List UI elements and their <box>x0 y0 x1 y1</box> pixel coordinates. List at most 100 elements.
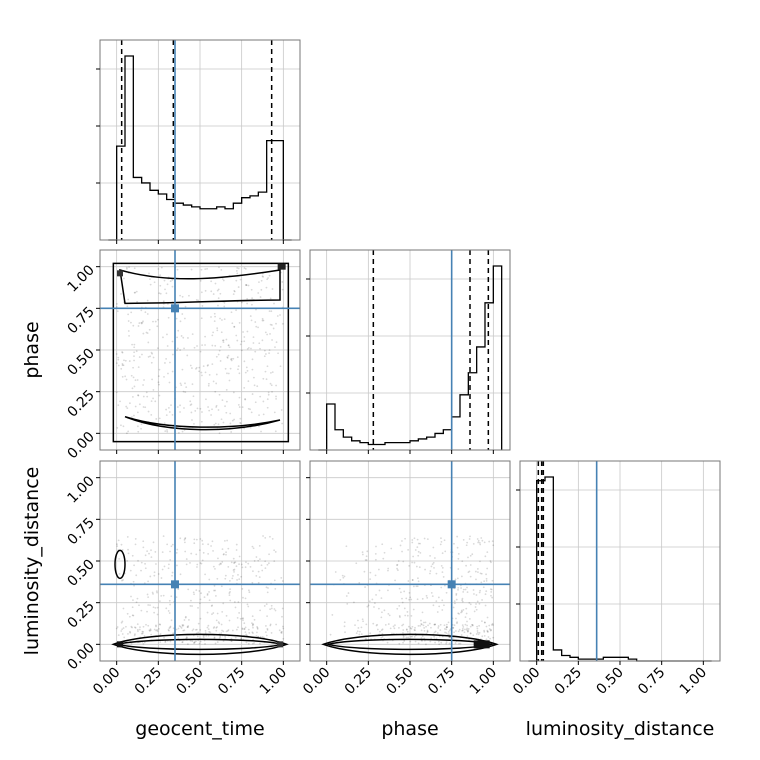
sample-point <box>429 640 432 643</box>
sample-point <box>165 607 168 610</box>
sample-point <box>479 572 482 575</box>
sample-point <box>180 384 183 387</box>
sample-point <box>374 552 377 555</box>
sample-point <box>159 623 161 626</box>
sample-point <box>376 628 379 631</box>
sample-point <box>247 407 250 410</box>
sample-point <box>485 577 488 580</box>
sample-point <box>127 313 130 316</box>
sample-point <box>401 624 403 627</box>
histogram-step <box>108 55 292 241</box>
sample-point <box>134 291 137 294</box>
sample-point <box>214 642 217 645</box>
sample-point <box>469 603 472 606</box>
sample-point <box>126 560 129 562</box>
sample-point <box>230 640 233 642</box>
sample-point <box>143 379 145 381</box>
x-tick-label: 0.50 <box>173 665 206 698</box>
sample-point <box>136 597 139 600</box>
sample-point <box>432 604 435 607</box>
sample-point <box>225 630 228 633</box>
sample-point <box>258 642 261 645</box>
sample-point <box>342 576 345 579</box>
sample-point <box>441 609 444 611</box>
sample-point <box>199 350 202 353</box>
sample-point <box>237 601 240 603</box>
sample-point <box>371 598 374 601</box>
sample-point <box>213 423 216 426</box>
sample-point <box>381 628 384 631</box>
sample-point <box>468 570 471 573</box>
sample-point <box>251 615 254 618</box>
sample-point <box>274 346 276 348</box>
sample-point <box>343 621 346 624</box>
x-tick-label: 0.25 <box>342 665 375 698</box>
sample-point <box>240 349 243 352</box>
sample-point <box>448 636 451 639</box>
sample-point <box>261 275 264 278</box>
sample-point <box>246 369 249 372</box>
sample-point <box>393 627 396 630</box>
sample-point <box>414 640 417 643</box>
sample-point <box>211 604 214 607</box>
sample-point <box>121 548 124 551</box>
sample-point <box>137 325 140 327</box>
sample-point <box>457 552 460 555</box>
sample-point <box>217 621 220 624</box>
sample-point <box>440 540 443 543</box>
sample-point <box>261 635 264 638</box>
sample-point <box>407 625 410 628</box>
sample-point <box>247 628 250 631</box>
sample-point <box>467 628 470 630</box>
sample-point <box>397 560 400 562</box>
sample-point <box>133 359 135 362</box>
sample-point <box>476 600 479 603</box>
sample-point <box>210 605 213 607</box>
sample-point <box>254 401 257 404</box>
sample-point <box>486 616 489 619</box>
sample-point <box>265 286 268 289</box>
sample-point <box>440 586 443 589</box>
sample-point <box>434 630 437 633</box>
sample-point <box>150 400 153 403</box>
sample-point <box>403 640 406 642</box>
sample-point <box>212 293 215 295</box>
sample-point <box>229 599 232 602</box>
sample-point <box>266 398 269 401</box>
sample-point <box>416 598 419 601</box>
sample-point <box>186 626 189 629</box>
sample-point <box>165 414 168 417</box>
sample-point <box>358 582 361 584</box>
sample-point <box>135 290 138 293</box>
sample-point <box>148 630 151 632</box>
sample-point <box>130 374 133 377</box>
sample-point <box>118 572 121 575</box>
sample-point <box>212 565 215 568</box>
sample-point <box>134 538 137 540</box>
sample-point <box>489 637 492 640</box>
sample-point <box>176 336 179 339</box>
sample-point <box>236 356 239 359</box>
sample-point <box>171 543 174 546</box>
sample-point <box>122 425 125 428</box>
sample-point <box>384 623 387 626</box>
sample-point <box>123 359 125 362</box>
sample-point <box>265 378 268 381</box>
sample-point <box>199 562 202 564</box>
sample-point <box>456 621 458 624</box>
sample-point <box>149 278 151 280</box>
sample-point <box>401 601 404 604</box>
sample-point <box>434 623 436 626</box>
sample-point <box>408 598 411 601</box>
sample-point <box>152 593 154 595</box>
sample-point <box>433 557 436 559</box>
sample-point <box>142 395 145 398</box>
sample-point <box>255 556 258 558</box>
sample-point <box>405 597 408 600</box>
sample-point <box>192 395 195 398</box>
sample-point <box>133 351 136 354</box>
sample-point <box>191 605 193 607</box>
sample-point <box>251 303 253 306</box>
sample-point <box>183 538 186 541</box>
